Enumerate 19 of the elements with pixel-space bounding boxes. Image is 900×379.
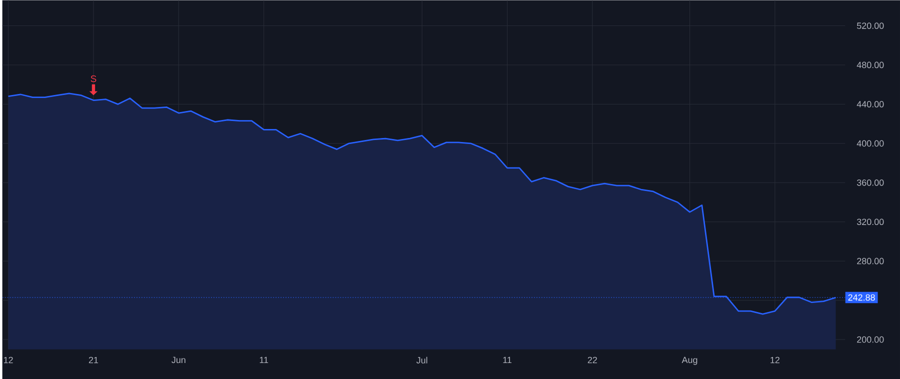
y-tick-label: 400.00 xyxy=(856,140,884,146)
y-tick-label: 480.00 xyxy=(856,62,884,68)
annotation: S xyxy=(90,75,96,82)
y-tick-label: 320.00 xyxy=(856,218,884,225)
y-tick-label: 280.00 xyxy=(857,258,884,264)
x-tick-label: Jul xyxy=(416,356,428,364)
y-tick-label: 520.00 xyxy=(856,22,884,29)
ref-line-label: 242.88 xyxy=(848,294,875,301)
x-tick-label: 11 xyxy=(503,356,512,363)
y-tick-label: 200.00 xyxy=(857,336,884,343)
x-tick-label: Aug xyxy=(682,356,698,365)
y-tick-label: 360.00 xyxy=(856,179,884,186)
x-tick-label: 22 xyxy=(588,356,597,363)
x-tick-label: Jun xyxy=(172,356,186,363)
y-tick-label: 440.00 xyxy=(856,100,884,108)
x-tick-label: 11 xyxy=(260,356,268,363)
x-tick-label: 12 xyxy=(770,356,780,363)
x-tick-label: 21 xyxy=(88,356,98,363)
x-tick-label: 12 xyxy=(4,356,13,363)
